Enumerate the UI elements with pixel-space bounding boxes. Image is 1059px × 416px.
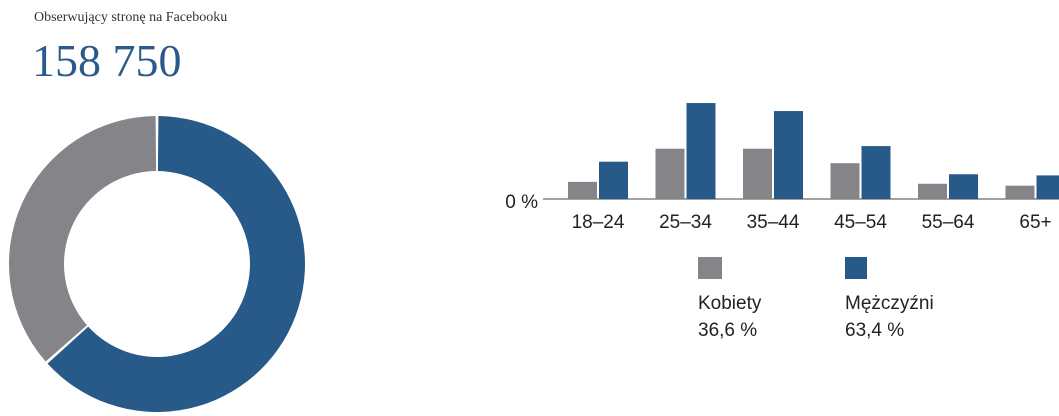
bar-women-2 <box>743 148 772 199</box>
bar-men-3 <box>861 146 891 199</box>
y-tick-label: 0 % <box>505 192 538 213</box>
age-bar-chart: 0 % 18–24 25–34 35–44 45–54 55–64 65+ <box>505 103 1059 233</box>
legend-label-men: Mężczyźni <box>845 293 934 314</box>
bar-women-4 <box>918 183 947 199</box>
legend-swatch-women <box>698 257 722 279</box>
legend-share-women: 36,6 % <box>698 320 757 341</box>
bar-men-5 <box>1036 175 1059 199</box>
gender-donut-chart <box>9 116 305 413</box>
page-kicker: Obserwujący stronę na Facebooku <box>34 10 228 25</box>
bar-men-4 <box>949 174 978 199</box>
legend-label-women: Kobiety <box>698 293 762 314</box>
bar-men-2 <box>774 111 803 199</box>
x-tick-label: 35–44 <box>747 212 800 233</box>
x-tick-label: 18–24 <box>572 212 625 233</box>
donut-slice-men <box>47 116 305 413</box>
x-tick-label: 55–64 <box>922 212 975 233</box>
x-tick-label: 65+ <box>1019 212 1051 233</box>
bar-women-1 <box>655 148 685 199</box>
legend-share-men: 63,4 % <box>845 320 904 341</box>
x-tick-label: 45–54 <box>834 212 887 233</box>
legend: Kobiety 36,6 % Mężczyźni 63,4 % <box>698 257 934 341</box>
x-tick-label: 25–34 <box>659 212 712 233</box>
follower-count: 158 750 <box>32 35 182 86</box>
bar-women-0 <box>568 181 597 199</box>
bar-men-1 <box>686 103 716 199</box>
bar-women-3 <box>830 163 860 199</box>
donut-slice-women <box>9 116 157 362</box>
legend-swatch-men <box>845 257 867 279</box>
bar-women-5 <box>1005 185 1035 199</box>
bar-men-0 <box>599 161 628 199</box>
